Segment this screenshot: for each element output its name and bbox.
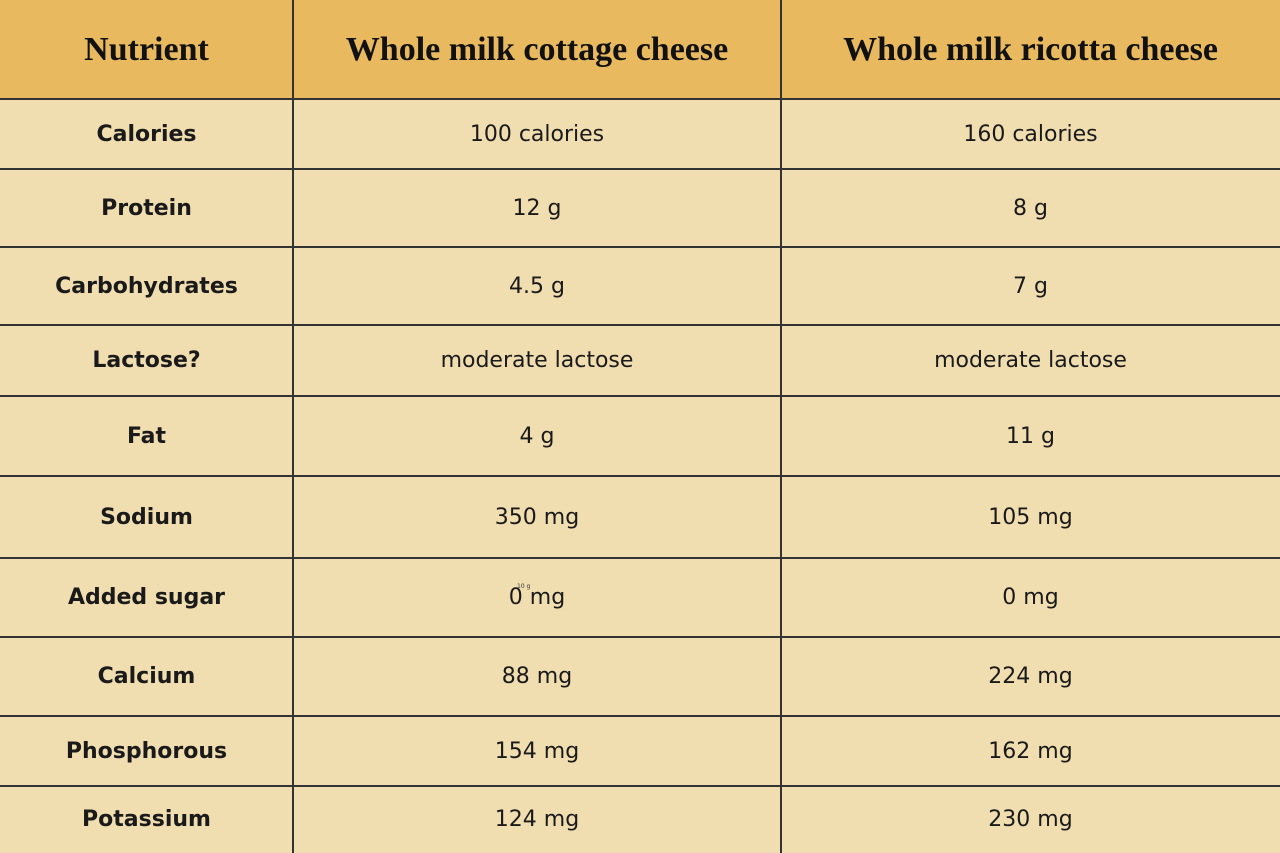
row-divider xyxy=(0,246,1280,248)
value-cell: 105 mg xyxy=(988,504,1073,530)
nutrient-label: Lactose? xyxy=(92,348,201,373)
value-cell: moderate lactose xyxy=(934,348,1127,373)
value-cell: 350 mg xyxy=(494,504,580,530)
nutrient-label: Carbohydrates xyxy=(55,273,238,299)
header-band xyxy=(0,0,1280,99)
value-cell: 224 mg xyxy=(988,664,1073,689)
value-cell: 11 g xyxy=(1006,423,1055,449)
header-cell: Whole milk ricotta cheese xyxy=(843,30,1218,68)
nutrient-label: Calcium xyxy=(97,664,196,689)
row-divider xyxy=(0,324,1280,326)
row-divider xyxy=(0,168,1280,170)
value-cell: 124 mg xyxy=(494,807,580,832)
nutrient-label: Sodium xyxy=(100,504,193,530)
value-cell: moderate lactose xyxy=(440,348,634,373)
row-divider xyxy=(0,715,1280,717)
nutrient-label: Added sugar xyxy=(67,585,226,610)
nutrient-label: Potassium xyxy=(82,807,211,832)
value-cell: 88 mg xyxy=(501,664,573,689)
value-cell: 4 g xyxy=(519,423,555,449)
nutrient-label: Fat xyxy=(126,423,167,449)
value-cell: 160 calories xyxy=(963,121,1098,147)
row-divider xyxy=(0,785,1280,787)
value-cell: 7 g xyxy=(1013,273,1048,299)
value-cell: 100 calories xyxy=(469,121,605,147)
header-cell: Whole milk cottage cheese xyxy=(345,30,729,68)
nutrient-label: Calories xyxy=(96,121,197,147)
row-divider xyxy=(0,475,1280,477)
nutrient-label: Phosphorous xyxy=(65,738,228,764)
row-divider xyxy=(0,557,1280,559)
column-divider xyxy=(292,0,294,853)
value-cell: 12 g xyxy=(512,195,562,221)
header-cell: Nutrient xyxy=(84,30,209,68)
value-cell: 162 mg xyxy=(988,738,1073,764)
row-divider xyxy=(0,395,1280,397)
stray-text: 10 g xyxy=(517,583,531,590)
nutrient-label: Protein xyxy=(101,195,192,221)
value-cell: 0 mg xyxy=(508,585,566,610)
value-cell: 8 g xyxy=(1013,195,1048,221)
row-divider xyxy=(0,98,1280,100)
value-cell: 230 mg xyxy=(988,807,1073,832)
value-cell: 4.5 g xyxy=(509,273,565,299)
column-divider xyxy=(780,0,782,853)
value-cell: 0 mg xyxy=(1002,585,1059,610)
value-cell: 154 mg xyxy=(494,738,580,764)
row-divider xyxy=(0,636,1280,638)
